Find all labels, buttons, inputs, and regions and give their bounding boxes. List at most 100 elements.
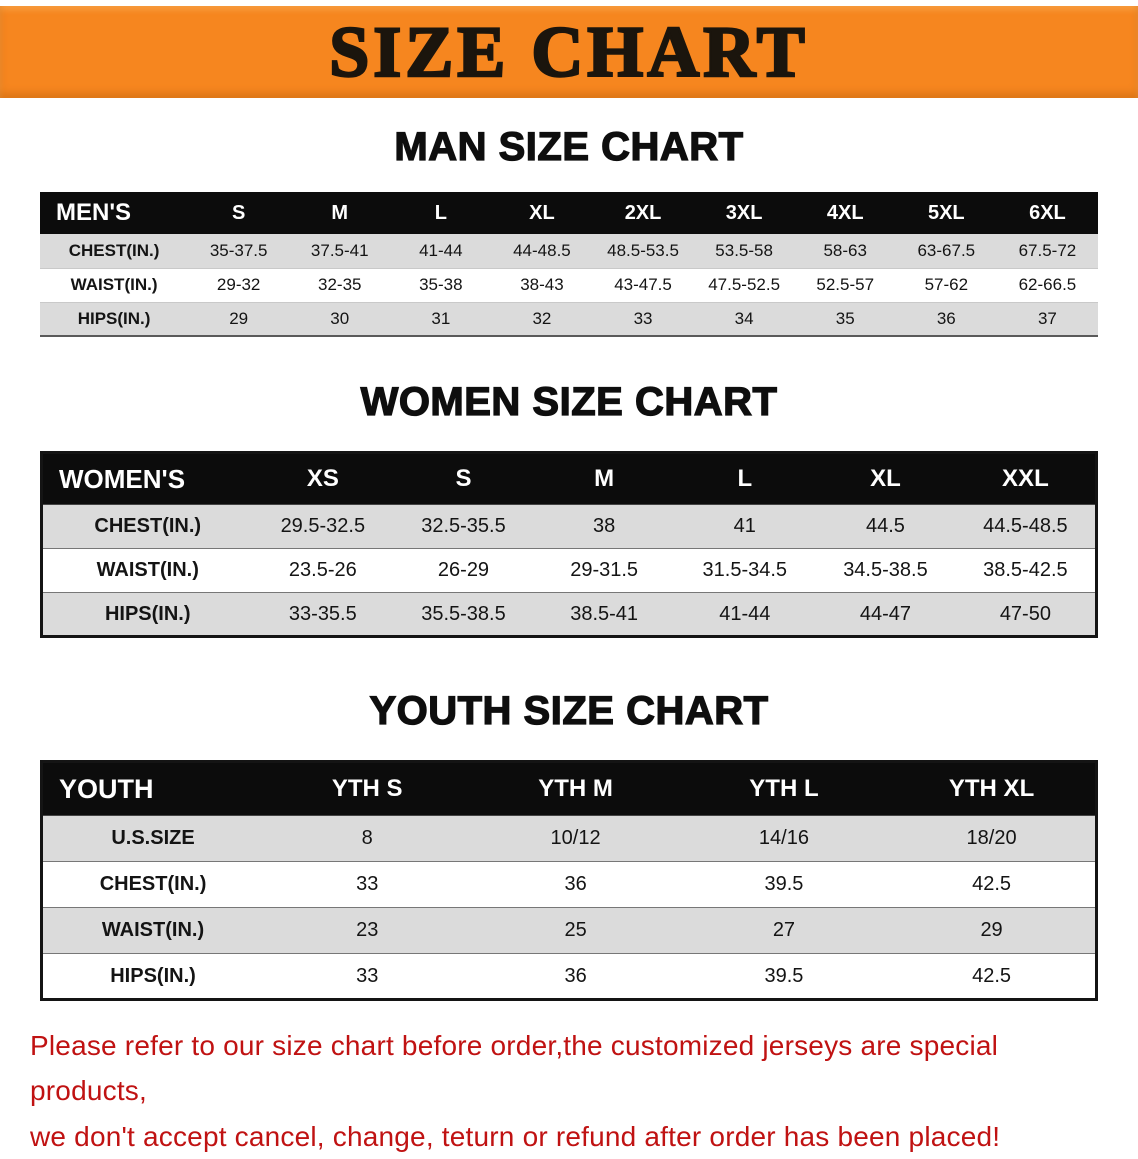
value-cell: 58-63 xyxy=(794,234,896,269)
row-label-cell: WAIST(IN.) xyxy=(40,268,189,303)
table-row: HIPS(IN.) 33-35.5 35.5-38.5 38.5-41 41-44 44-… xyxy=(41,592,1097,637)
value-cell: 32 xyxy=(491,302,593,337)
youth-section-heading: YOUTH SIZE CHART xyxy=(369,688,769,733)
value-cell: 52.5-57 xyxy=(794,268,896,303)
size-column-header: M xyxy=(533,452,675,505)
value-cell: 38.5-42.5 xyxy=(983,559,1068,581)
value-cell: 8 xyxy=(361,827,373,849)
table-row: CHEST(IN.) 29.5-32.5 32.5-35.5 38 41 44.5 44.5… xyxy=(41,504,1097,549)
value-cell: 47-50 xyxy=(999,602,1051,625)
value-cell: 35.5-38.5 xyxy=(421,602,506,625)
value-cell: 35-37.5 xyxy=(188,234,290,269)
value-cell: 36 xyxy=(564,964,587,987)
disclaimer-line-2: we don't accept cancel, change, teturn o… xyxy=(30,1120,1001,1152)
size-column-header: 6XL xyxy=(996,192,1098,234)
disclaimer-text: Please refer to our size chart before or… xyxy=(30,1023,1118,1159)
row-label-cell: HIPS(IN.) xyxy=(40,302,189,337)
table-row: HIPS(IN.) 33 36 39.5 42.5 xyxy=(41,953,1097,1000)
value-cell: 27 xyxy=(772,919,796,941)
value-cell: 35-38 xyxy=(390,268,492,303)
size-column-header: 4XL xyxy=(794,192,896,234)
size-column-header: XL xyxy=(815,452,956,505)
value-cell: 48.5-53.5 xyxy=(592,234,694,269)
value-cell: 35 xyxy=(794,302,896,337)
value-cell: 33 xyxy=(356,873,379,895)
value-cell: 14/16 xyxy=(758,827,809,849)
youth-size-section: YOUTH SIZE CHART YOUTH YTH S YTH M YTH L YTH… xyxy=(0,688,1138,1001)
size-column-header: XL xyxy=(491,192,593,234)
value-cell: 33 xyxy=(356,964,379,987)
value-cell: 18/20 xyxy=(966,827,1017,849)
value-cell: 57-62 xyxy=(895,268,997,303)
value-cell: 53.5-58 xyxy=(693,234,795,269)
value-cell: 41-44 xyxy=(390,234,492,269)
page-title: SIZE CHART xyxy=(328,12,809,92)
value-cell: 23.5-26 xyxy=(288,559,357,581)
row-label-cell: CHEST(IN.) xyxy=(40,234,189,269)
table-row: HIPS(IN.) 29 30 31 32 33 34 35 36 37 xyxy=(40,302,1098,337)
value-cell: 41-44 xyxy=(719,602,771,625)
men-size-section: MAN SIZE CHART MEN'S S M L XL 2XL 3XL 4XL 5XL 6XL… xyxy=(0,124,1138,337)
row-label-cell: WAIST(IN.) xyxy=(96,559,199,581)
size-chart-page: SIZE CHART MAN SIZE CHART MEN'S S M L XL 2XL 3… xyxy=(0,6,1138,1159)
men-section-heading: MAN SIZE CHART xyxy=(394,124,744,169)
row-label-cell: WAIST(IN.) xyxy=(101,919,205,941)
size-column-header: YTH M xyxy=(471,761,680,816)
value-cell: 41 xyxy=(733,515,756,537)
women-size-section: WOMEN SIZE CHART WOMEN'S XS S M L XL XXL CHEST(… xyxy=(0,379,1138,638)
value-cell: 36 xyxy=(895,302,997,337)
value-cell: 33-35.5 xyxy=(288,602,357,625)
table-row: WAIST(IN.) 29-32 32-35 35-38 38-43 43-47.5 47.… xyxy=(40,268,1098,303)
value-cell: 39.5 xyxy=(764,873,804,895)
disclaimer-line-1: Please refer to our size chart before or… xyxy=(30,1030,999,1107)
value-cell: 38.5-41 xyxy=(570,602,639,625)
table-row: CHEST(IN.) 35-37.5 37.5-41 41-44 44-48.5 48.5… xyxy=(40,234,1098,269)
men-size-table: MEN'S S M L XL 2XL 3XL 4XL 5XL 6XL CHEST(IN.) 35-37… xyxy=(40,192,1098,337)
value-cell: 47.5-52.5 xyxy=(693,268,795,303)
value-cell: 67.5-72 xyxy=(996,234,1098,269)
value-cell: 44.5 xyxy=(865,515,905,537)
value-cell: 44-47 xyxy=(859,602,912,625)
table-header-row: YOUTH YTH S YTH M YTH L YTH XL xyxy=(41,761,1097,816)
table-title-cell: YOUTH xyxy=(41,761,264,816)
value-cell: 63-67.5 xyxy=(895,234,997,269)
table-title-cell: MEN'S xyxy=(40,192,189,234)
row-label-cell: CHEST(IN.) xyxy=(99,873,207,895)
size-column-header: YTH S xyxy=(263,761,472,816)
value-cell: 38-43 xyxy=(491,268,593,303)
size-column-header: S xyxy=(188,192,290,234)
size-column-header: 3XL xyxy=(693,192,795,234)
size-column-header: XS xyxy=(252,452,394,505)
table-row: WAIST(IN.) 23.5-26 26-29 29-31.5 31.5-34.5 34… xyxy=(41,548,1097,593)
size-column-header: YTH XL xyxy=(888,761,1097,816)
value-cell: 43-47.5 xyxy=(592,268,694,303)
row-label-cell: HIPS(IN.) xyxy=(104,602,191,625)
row-label-cell: U.S.SIZE xyxy=(111,827,195,849)
value-cell: 25 xyxy=(564,919,587,941)
value-cell: 38 xyxy=(593,515,616,537)
table-row: WAIST(IN.) 23 25 27 29 xyxy=(41,907,1097,954)
value-cell: 44.5-48.5 xyxy=(983,515,1068,537)
banner: SIZE CHART xyxy=(0,6,1138,98)
value-cell: 32.5-35.5 xyxy=(421,515,506,537)
size-column-header: L xyxy=(674,452,816,505)
value-cell: 10/12 xyxy=(550,827,601,849)
value-cell: 26-29 xyxy=(437,559,490,581)
value-cell: 29-32 xyxy=(188,268,290,303)
table-title-cell: WOMEN'S xyxy=(41,452,253,505)
value-cell: 29-31.5 xyxy=(570,559,639,581)
value-cell: 29.5-32.5 xyxy=(280,515,366,537)
value-cell: 31 xyxy=(390,302,492,337)
value-cell: 32-35 xyxy=(289,268,391,303)
table-row: CHEST(IN.) 33 36 39.5 42.5 xyxy=(41,861,1097,908)
table-header-row: WOMEN'S XS S M L XL XXL xyxy=(41,452,1097,505)
row-label-cell: CHEST(IN.) xyxy=(94,515,202,537)
size-column-header: S xyxy=(393,452,534,505)
youth-size-table: YOUTH YTH S YTH M YTH L YTH XL U.S.SIZE 8 10/12… xyxy=(40,760,1098,1001)
size-column-header: 5XL xyxy=(895,192,997,234)
value-cell: 29 xyxy=(188,302,290,337)
value-cell: 37 xyxy=(996,302,1098,337)
table-row: U.S.SIZE 8 10/12 14/16 18/20 xyxy=(41,815,1097,862)
value-cell: 39.5 xyxy=(764,964,804,987)
row-label-cell: HIPS(IN.) xyxy=(110,964,196,987)
